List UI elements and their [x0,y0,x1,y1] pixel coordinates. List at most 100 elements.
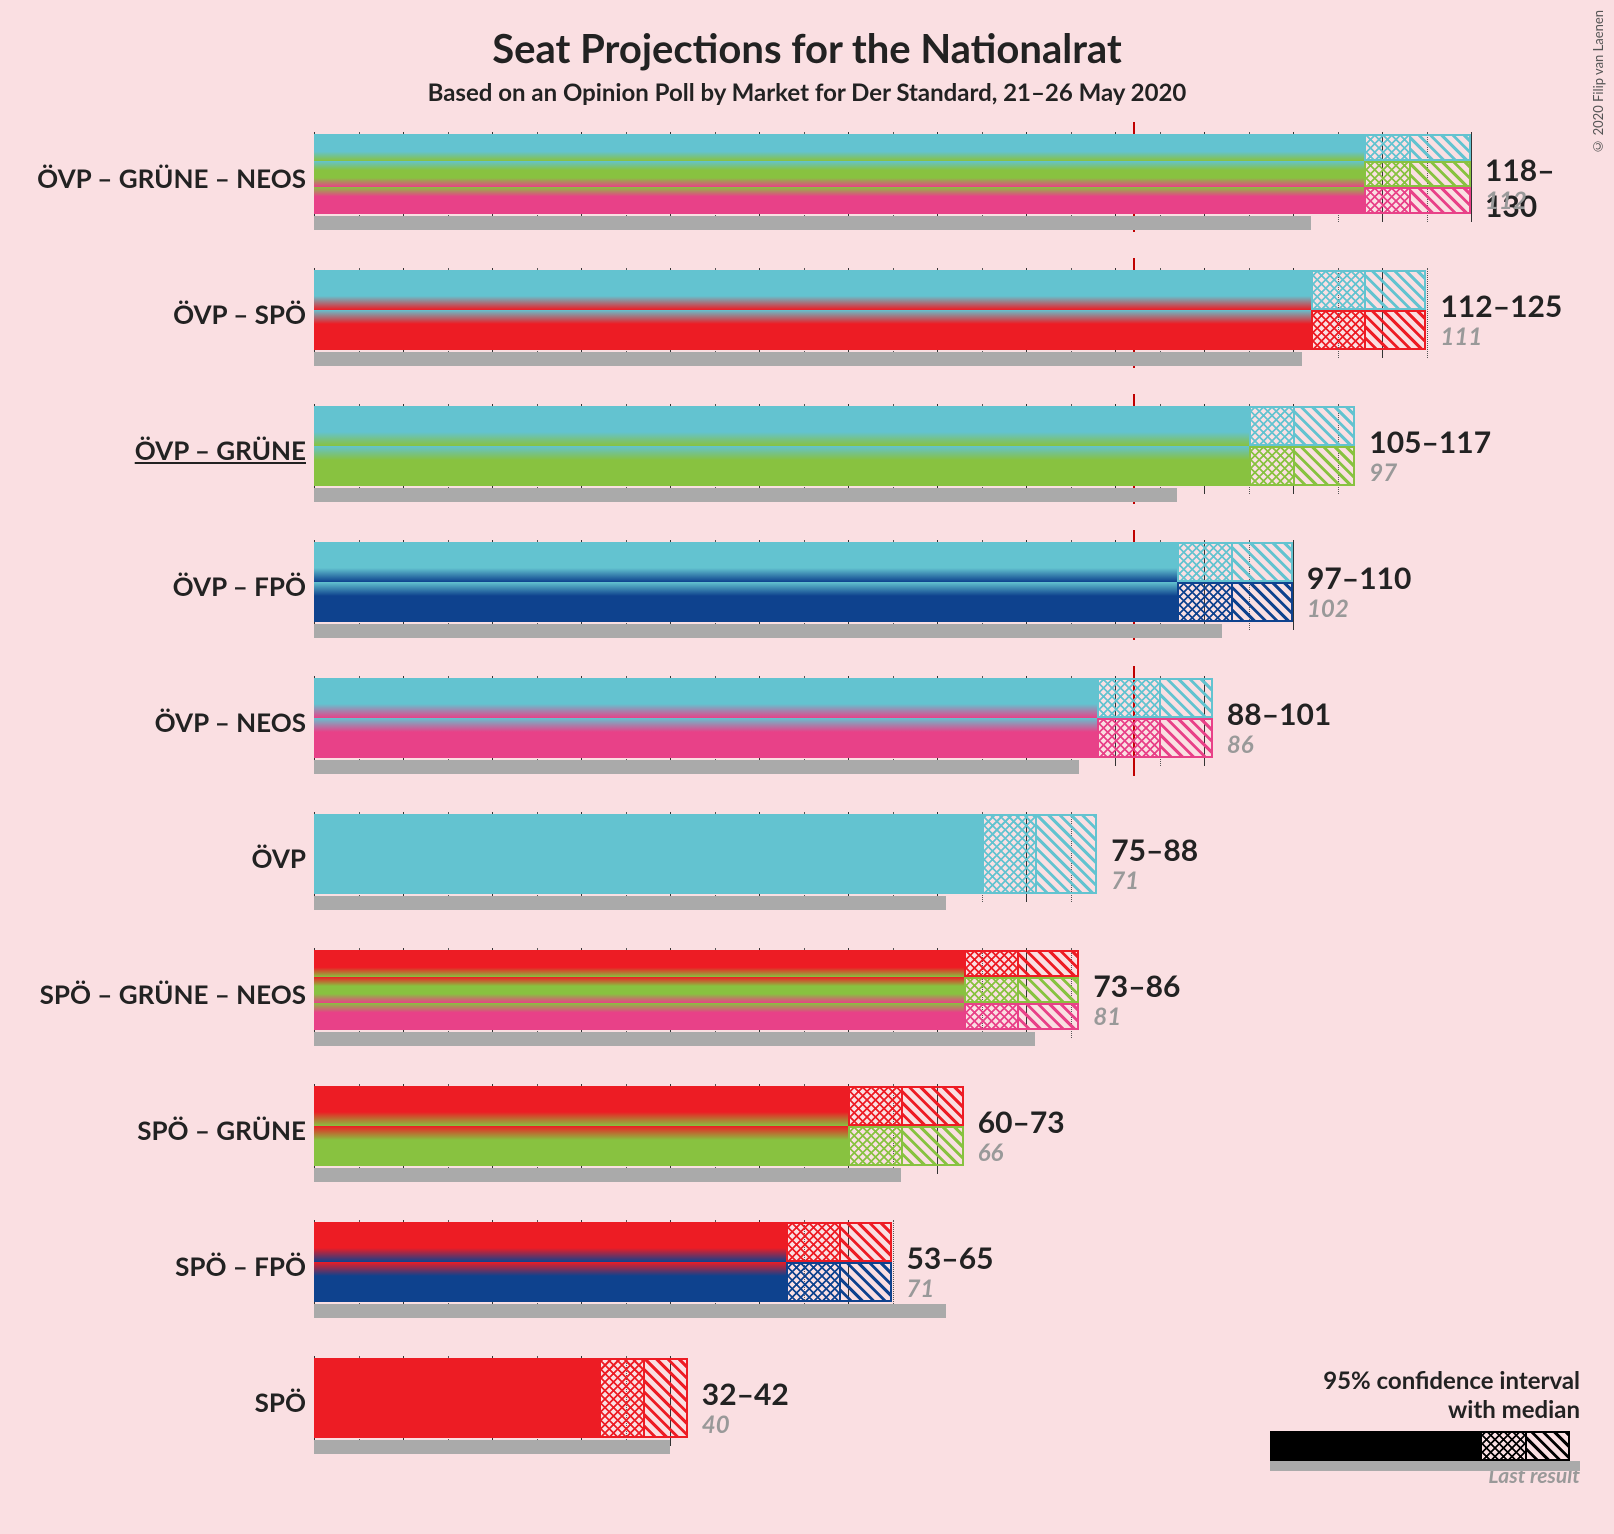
previous-value: 71 [907,1274,935,1303]
chart-subtitle: Based on an Opinion Poll by Market for D… [0,72,1614,123]
bar-hatch-segment [1364,270,1426,310]
copyright-text: © 2020 Filip van Laenen [1590,10,1606,155]
bar-solid-segment [314,161,1364,188]
chart-row: SPÖ – FPÖ53–6571 [30,1210,1590,1346]
party-bar [314,1086,964,1126]
bar-hatch-segment [1017,950,1079,977]
party-bar [314,270,1427,310]
party-bar [314,1003,1079,1030]
chart-title: Seat Projections for the Nationalrat [0,0,1614,72]
bar-hatch-segment [643,1358,688,1438]
bar-hatch-segment [901,1126,963,1166]
chart-area: ÖVP – GRÜNE – NEOS118–130112 ÖVP – SPÖ 112… [30,122,1590,1482]
chart-row: ÖVP – NEOS 88–10186 [30,666,1590,802]
range-value: 105–117 [1369,424,1491,460]
party-bar [314,1126,964,1166]
last-result-bar [314,624,1222,638]
bar-hatch-segment [901,1086,963,1126]
legend-bar-hatch [1525,1431,1570,1461]
bar-hatch-segment [1293,446,1355,486]
party-bar [314,310,1427,350]
range-value: 97–110 [1307,560,1411,596]
last-result-bar [314,896,946,910]
gridline-minor [893,1220,894,1310]
legend: 95% confidence interval with median Last… [1180,1367,1580,1488]
row-label: ÖVP – SPÖ [30,298,306,330]
bar-crosshatch-segment [1364,161,1409,188]
bar-crosshatch-segment [964,950,1017,977]
range-value: 60–73 [978,1104,1065,1140]
bar-solid-segment [314,977,964,1004]
party-bar [314,678,1213,718]
legend-bar-solid [1270,1431,1480,1461]
bar-crosshatch-segment [848,1126,901,1166]
bar-hatch-segment [1293,406,1355,446]
bar-crosshatch-segment [1249,406,1294,446]
bar-solid-segment [314,406,1249,446]
range-value: 88–101 [1227,696,1331,732]
chart-row: ÖVP – FPÖ97–110102 [30,530,1590,666]
party-bar [314,187,1471,214]
chart-row: SPÖ – GRÜNE 60–7366 [30,1074,1590,1210]
row-label: SPÖ – GRÜNE [30,1114,306,1146]
chart-row: ÖVP – GRÜNE – NEOS118–130112 [30,122,1590,258]
bar-hatch-segment [1409,161,1471,188]
bar-solid-segment [314,187,1364,214]
party-bar [314,1358,688,1438]
party-bar [314,977,1079,1004]
legend-bar [1270,1431,1580,1461]
bar-solid-segment [314,1222,786,1262]
bar-solid-segment [314,542,1177,582]
previous-value: 97 [1369,458,1397,487]
bar-solid-segment [314,814,982,894]
last-result-bar [314,1440,670,1454]
last-result-bar [314,216,1311,230]
bar-solid-segment [314,310,1311,350]
last-result-bar [314,760,1079,774]
party-bar [314,161,1471,188]
bar-hatch-segment [1017,977,1079,1004]
bar-hatch-segment [1231,542,1293,582]
last-result-bar [314,488,1177,502]
bar-crosshatch-segment [786,1262,839,1302]
previous-value: 86 [1227,730,1254,759]
bar-hatch-segment [839,1222,892,1262]
bar-solid-segment [314,134,1364,161]
bar-solid-segment [314,582,1177,622]
bar-hatch-segment [1409,187,1471,214]
bar-hatch-segment [839,1262,892,1302]
last-result-bar [314,1032,1035,1046]
previous-value: 40 [702,1410,730,1439]
legend-line-1: 95% confidence interval [1180,1367,1580,1396]
previous-value: 81 [1093,1002,1121,1031]
bar-hatch-segment [1409,134,1471,161]
range-value: 32–42 [702,1376,789,1412]
row-label: ÖVP – GRÜNE [30,434,306,466]
previous-value: 112 [1485,186,1527,215]
chart-row: ÖVP – GRÜNE 105–11797 [30,394,1590,530]
bar-crosshatch-segment [786,1222,839,1262]
bar-crosshatch-segment [1177,542,1230,582]
bar-hatch-segment [1159,718,1212,758]
party-bar [314,134,1471,161]
previous-value: 66 [978,1138,1004,1167]
row-label: SPÖ [30,1386,306,1418]
bar-solid-segment [314,678,1097,718]
bar-crosshatch-segment [982,814,1035,894]
bar-crosshatch-segment [1177,582,1230,622]
row-label: ÖVP – NEOS [30,706,306,738]
row-label: ÖVP – GRÜNE – NEOS [30,162,306,194]
party-bar [314,1222,893,1262]
bar-solid-segment [314,950,964,977]
gridline-major [1471,132,1472,222]
bar-hatch-segment [1159,678,1212,718]
last-result-bar [314,1304,946,1318]
bar-solid-segment [314,1003,964,1030]
gridline-minor [1427,268,1428,358]
range-value: 53–65 [907,1240,994,1276]
bar-solid-segment [314,270,1311,310]
range-value: 75–88 [1111,832,1198,868]
chart-row: ÖVP75–8871 [30,802,1590,938]
bar-crosshatch-segment [1311,270,1364,310]
bar-crosshatch-segment [599,1358,644,1438]
